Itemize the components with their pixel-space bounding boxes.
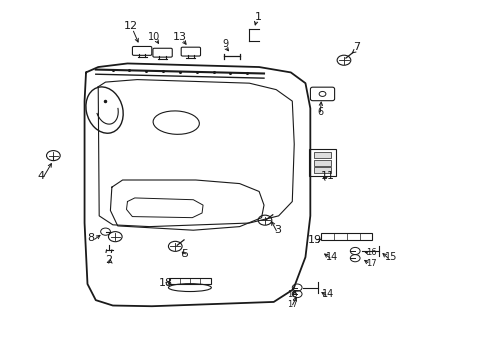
Text: 16: 16 [365,248,376,257]
Text: 6: 6 [316,107,323,117]
Text: 16: 16 [286,289,297,298]
Text: 17: 17 [286,300,297,309]
Text: 8: 8 [87,233,94,243]
FancyBboxPatch shape [310,87,334,101]
FancyBboxPatch shape [132,46,151,55]
Text: 15: 15 [384,252,396,262]
Text: 10: 10 [148,32,160,41]
Text: 12: 12 [124,21,138,31]
Bar [321,233,372,240]
Text: 7: 7 [352,42,360,52]
Text: 14: 14 [322,289,334,299]
Text: 1: 1 [254,12,261,22]
Bar [313,167,330,173]
FancyBboxPatch shape [153,48,172,57]
Text: 19: 19 [307,235,322,245]
Bar [169,278,210,284]
Text: 13: 13 [173,32,187,41]
Text: 4: 4 [37,171,44,181]
Text: 14: 14 [325,252,338,262]
Text: 11: 11 [320,171,334,181]
Bar [313,160,330,166]
Text: 2: 2 [105,255,112,265]
Text: 3: 3 [274,225,281,235]
Text: 18: 18 [158,278,172,288]
FancyBboxPatch shape [181,47,200,56]
Text: 5: 5 [181,248,188,258]
Bar [313,152,330,158]
Text: 17: 17 [365,259,376,268]
Bar [308,149,335,176]
Text: 9: 9 [222,39,227,49]
